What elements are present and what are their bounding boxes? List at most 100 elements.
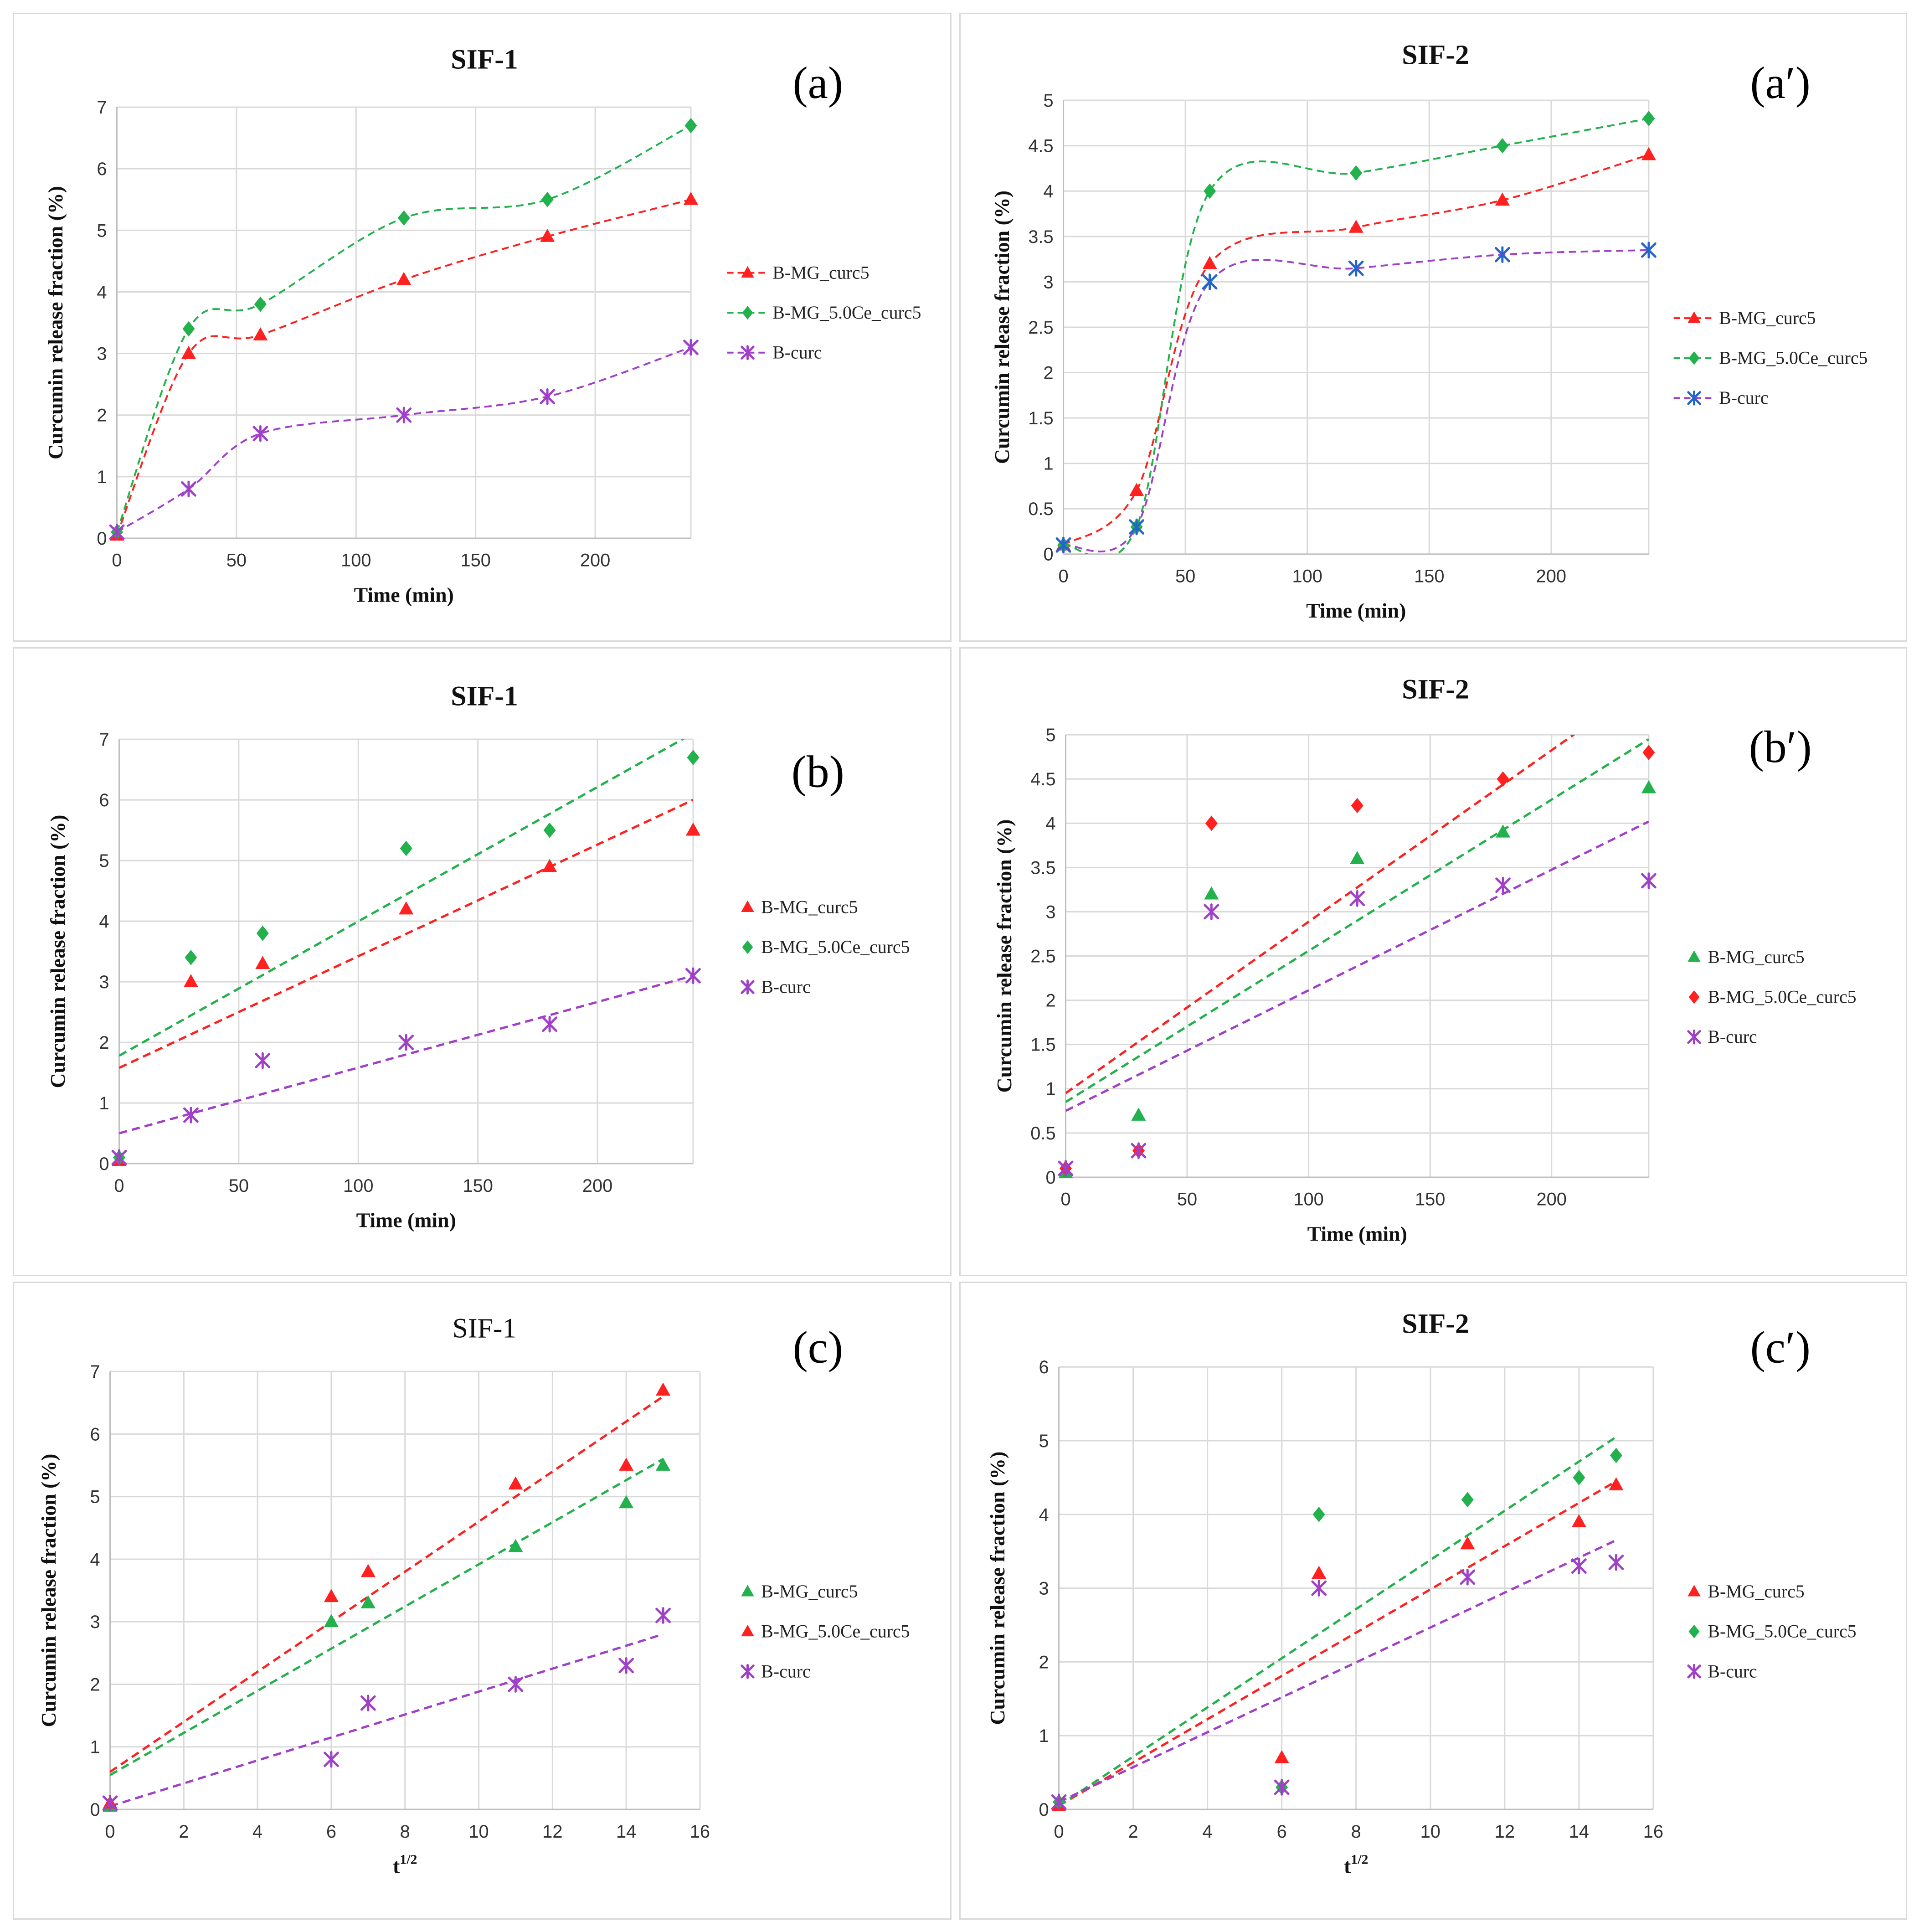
data-point bbox=[1129, 518, 1144, 536]
y-tick-label: 1 bbox=[97, 467, 107, 487]
x-tick-label: 200 bbox=[580, 551, 610, 571]
y-tick-label: 5 bbox=[99, 851, 109, 871]
data-point bbox=[1497, 771, 1509, 787]
x-tick-label: 2 bbox=[1128, 1822, 1138, 1842]
x-tick-label: 0 bbox=[105, 1822, 115, 1842]
data-point bbox=[400, 840, 412, 856]
legend-marker bbox=[742, 306, 753, 320]
data-point bbox=[542, 1015, 557, 1033]
y-tick-label: 5 bbox=[1043, 91, 1053, 111]
x-tick-label: 10 bbox=[1420, 1822, 1441, 1842]
y-tick-label: 0 bbox=[1043, 545, 1053, 565]
series-line-0 bbox=[1063, 154, 1649, 546]
x-tick-label: 100 bbox=[1293, 1190, 1323, 1210]
x-tick-label: 12 bbox=[1495, 1822, 1515, 1842]
data-point bbox=[109, 524, 125, 541]
y-tick-label: 3 bbox=[90, 1612, 100, 1632]
data-point bbox=[1642, 111, 1655, 126]
series-line-2 bbox=[1063, 249, 1649, 553]
legend-label: B-curc bbox=[1719, 388, 1768, 408]
legend-marker bbox=[1687, 390, 1701, 406]
data-point bbox=[252, 425, 268, 442]
data-point bbox=[1312, 1566, 1327, 1579]
y-tick-label: 0 bbox=[97, 529, 107, 549]
legend-label: B-MG_curc5 bbox=[1719, 308, 1816, 328]
x-tick-label: 200 bbox=[1536, 1190, 1566, 1210]
data-point bbox=[1051, 1793, 1067, 1811]
data-point bbox=[618, 1657, 634, 1674]
y-tick-label: 2 bbox=[1039, 1652, 1049, 1672]
data-point bbox=[1131, 1142, 1147, 1159]
legend-entry: B-curc bbox=[1687, 1661, 1757, 1681]
y-tick-label: 7 bbox=[99, 730, 109, 750]
data-point bbox=[183, 1107, 199, 1123]
data-point bbox=[542, 859, 557, 872]
y-axis-title: Curcumin release fraction (%) bbox=[986, 1452, 1009, 1725]
legend-marker bbox=[742, 940, 753, 954]
data-point bbox=[1609, 1477, 1624, 1490]
y-tick-label: 1 bbox=[1045, 1079, 1055, 1099]
data-point bbox=[181, 345, 196, 359]
y-tick-label: 3 bbox=[1043, 272, 1053, 292]
legend-marker bbox=[1687, 311, 1701, 323]
y-tick-label: 2 bbox=[1043, 363, 1053, 383]
plot-area bbox=[1065, 735, 1649, 1112]
data-point bbox=[1641, 872, 1657, 889]
x-tick-label: 150 bbox=[1415, 1190, 1445, 1210]
data-point bbox=[398, 1034, 414, 1051]
data-point bbox=[619, 1495, 634, 1509]
x-axis-title: t1/2 bbox=[1344, 1852, 1368, 1878]
y-tick-label: 4.5 bbox=[1030, 769, 1055, 789]
x-tick-label: 100 bbox=[341, 551, 371, 571]
panel-a: 0 1 2 3 4 5 6 7 0 50 100 150 200 Time (min) Curcumin r… bbox=[13, 13, 952, 642]
x-tick-label: 4 bbox=[252, 1822, 262, 1842]
legend-marker bbox=[1687, 950, 1701, 962]
data-point bbox=[1641, 780, 1657, 793]
panel-a-prime: 0 0.5 1 1.5 2 2.5 3 3.5 4 4.5 5 0 50 100 150 200 Time (m… bbox=[959, 13, 1907, 642]
data-point bbox=[1348, 260, 1364, 277]
data-point bbox=[1641, 147, 1657, 160]
x-tick-label: 0 bbox=[1054, 1822, 1064, 1842]
data-point bbox=[1460, 1569, 1476, 1586]
plot-area bbox=[1059, 1436, 1617, 1807]
marker-layer bbox=[102, 1382, 671, 1812]
data-point bbox=[1350, 851, 1365, 864]
legend-label: B-MG_5.0Ce_curc5 bbox=[761, 937, 910, 957]
legend-label: B-curc bbox=[772, 343, 822, 363]
data-point bbox=[1311, 1580, 1327, 1597]
data-point bbox=[324, 1614, 339, 1628]
legend-label: B-curc bbox=[1708, 1661, 1757, 1681]
data-point bbox=[508, 1676, 524, 1693]
data-point bbox=[1610, 1448, 1622, 1463]
y-tick-label: 2 bbox=[90, 1674, 100, 1695]
x-tick-label: 0 bbox=[114, 1176, 124, 1196]
data-point bbox=[1348, 220, 1363, 233]
data-point bbox=[1641, 242, 1657, 259]
data-point bbox=[655, 1382, 671, 1396]
y-tick-label: 5 bbox=[97, 221, 107, 241]
data-point bbox=[543, 822, 556, 838]
y-axis-title: Curcumin release fraction (%) bbox=[44, 186, 67, 459]
data-point bbox=[1274, 1750, 1289, 1763]
y-tick-label: 1 bbox=[99, 1093, 109, 1113]
chart-title: SIF-2 bbox=[1402, 1309, 1469, 1340]
data-point bbox=[1204, 903, 1219, 920]
y-axis-title: Curcumin release fraction (%) bbox=[993, 819, 1016, 1093]
x-axis-title: t1/2 bbox=[393, 1852, 417, 1878]
y-tick-label: 1.5 bbox=[1028, 408, 1053, 428]
legend-marker bbox=[741, 1585, 754, 1597]
data-point bbox=[360, 1595, 376, 1608]
y-tick-label: 4.5 bbox=[1028, 136, 1053, 156]
x-tick-label: 12 bbox=[542, 1822, 562, 1842]
legend-label: B-MG_curc5 bbox=[761, 897, 858, 917]
data-point bbox=[1608, 1554, 1624, 1571]
legend-marker bbox=[741, 266, 754, 278]
x-tick-label: 6 bbox=[1277, 1822, 1287, 1842]
y-tick-label: 0.5 bbox=[1030, 1123, 1055, 1144]
x-axis-title: Time (min) bbox=[1307, 1222, 1407, 1245]
trendline-0 bbox=[1065, 738, 1649, 1103]
data-point bbox=[397, 210, 410, 226]
x-tick-label: 14 bbox=[1569, 1822, 1589, 1842]
